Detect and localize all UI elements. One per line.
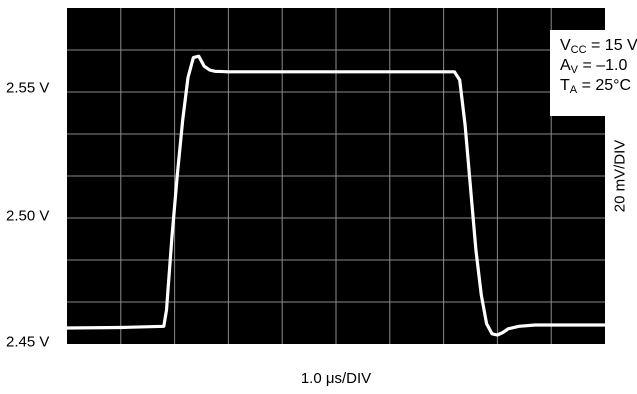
y-tick-label: 2.45 V — [6, 333, 50, 351]
legend-symbol: A — [560, 57, 571, 74]
legend-subscript: A — [569, 84, 578, 96]
legend-symbol: T — [560, 77, 570, 94]
legend-line: VCC = 15 V — [560, 36, 637, 56]
legend-line: TA = 25°C — [560, 76, 637, 96]
legend-value: = –1.0 — [578, 57, 628, 74]
oscilloscope-plot-area: VCC = 15 V AV = –1.0 TA = 25°C — [65, 8, 637, 344]
waveform-trace — [65, 54, 607, 337]
y-scale-label: 20 mV/DIV — [611, 139, 629, 213]
legend-subscript: V — [570, 64, 579, 76]
legend-symbol: V — [560, 37, 571, 54]
plot-svg — [65, 8, 607, 344]
y-tick-label: 2.55 V — [6, 79, 50, 97]
x-axis-label: 1.0 μs/DIV — [300, 370, 372, 387]
legend-value: = 15 V — [586, 37, 637, 54]
legend-value: = 25°C — [577, 77, 632, 94]
legend-subscript: CC — [570, 44, 587, 56]
legend-line: AV = –1.0 — [560, 56, 637, 76]
legend: VCC = 15 V AV = –1.0 TA = 25°C — [550, 30, 637, 116]
y-tick-label: 2.50 V — [6, 207, 50, 225]
